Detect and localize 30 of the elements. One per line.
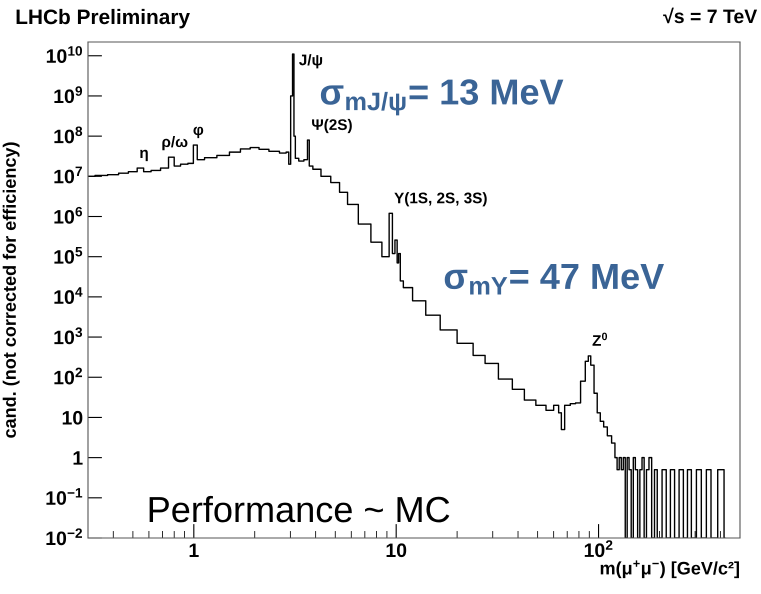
text: √s = 7 TeV — [663, 8, 758, 24]
y-tick-label: 10$^{−1}$ — [46, 488, 82, 505]
annotation: ρ/ω — [162, 136, 188, 150]
y-tick-label: 10$^{3}$ — [54, 327, 82, 344]
annotation: Ψ(2S) — [312, 118, 352, 134]
y-axis-title: cand. (not corrected for efficiency) — [2, 142, 20, 438]
annotation: φ — [193, 126, 204, 138]
x-tick-label: 1 — [190, 544, 199, 557]
y-tick-label: 10$^{10}$ — [46, 46, 82, 63]
annotation: J/ψ — [299, 54, 322, 68]
y-tick-label: 10$^{4}$ — [54, 287, 82, 304]
y-tick-label: 10$^{6}$ — [54, 206, 82, 224]
annotation: η — [140, 150, 148, 162]
y-tick-label: 10$^{8}$ — [54, 126, 82, 144]
y-tick-label: 10$^{2}$ — [54, 368, 82, 384]
y-tick-label: 10$^{5}$ — [54, 247, 82, 264]
x-axis-title: m(μ$^{+}$μ$^{−}$) [GeV/c²] — [600, 560, 739, 578]
y-tick-label: 10$^{7}$ — [54, 166, 82, 184]
x-tick-label: 10 — [386, 543, 406, 558]
x-tick-label: 10$^{2}$ — [584, 540, 612, 558]
y-tick-label: 10$^{−2}$ — [46, 528, 82, 546]
annotation: Z$^{0}$ — [592, 332, 608, 346]
annotation: Performance ~ MC — [150, 496, 450, 522]
annotation: Υ(1S, 2S, 3S) — [394, 192, 487, 206]
y-tick-label: 1 — [74, 451, 83, 465]
annotation: σ$_{mΥ}$= 47 MeV — [444, 264, 664, 295]
chart-title: LHCb Preliminary — [16, 8, 190, 28]
y-tick-label: 10 — [62, 410, 82, 425]
annotation: σ$_{mJ/ψ}$= 13 MeV — [320, 79, 564, 116]
y-tick-label: 10$^{9}$ — [54, 86, 82, 104]
